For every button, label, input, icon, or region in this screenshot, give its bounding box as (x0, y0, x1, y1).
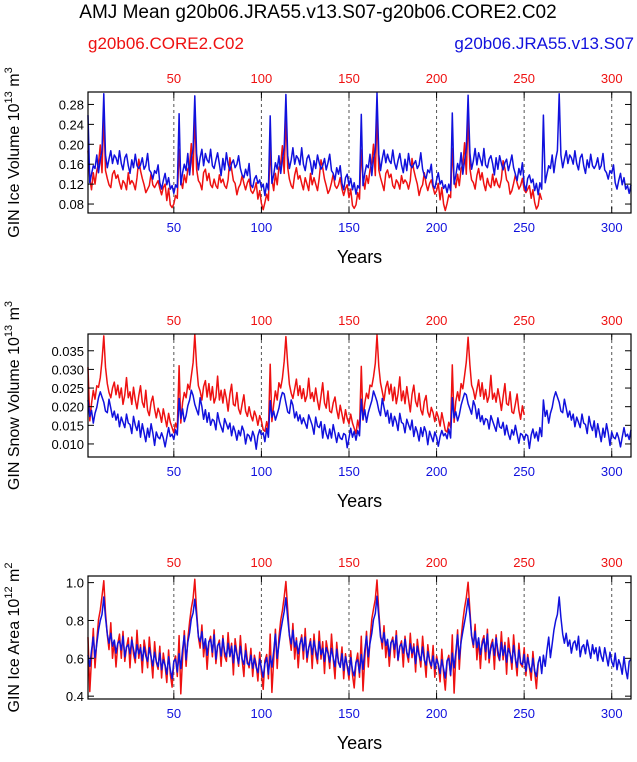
y-tick-label: 0.010 (51, 437, 84, 452)
y-tick-label: 0.4 (66, 689, 84, 704)
x-tick-label-core2: 300 (601, 313, 623, 328)
y-tick-label: 0.015 (51, 418, 84, 433)
series-jra-line (87, 92, 632, 197)
x-tick-label-jra: 100 (251, 706, 273, 721)
x-tick-label-core2: 300 (601, 71, 623, 86)
x-tick-label-jra: 50 (167, 706, 181, 721)
x-tick-label-jra: 200 (426, 220, 448, 235)
y-tick-label: 0.020 (51, 400, 84, 415)
x-tick-label-jra: 150 (338, 706, 360, 721)
series-jra-line (87, 595, 632, 680)
x-tick-label-core2: 200 (426, 555, 448, 570)
panel-ice-volume: 0.08 0.12 0.16 0.20 0.24 0.28 50 50 100 100 150 150… (3, 67, 632, 267)
series-core2-line (87, 333, 525, 435)
panel-snow-volume: 0.010 0.015 0.020 0.025 0.030 0.035 50 50 100 100… (3, 301, 632, 511)
series-core2-line (87, 112, 543, 212)
y-tick-label: 0.8 (66, 613, 84, 628)
x-tick-label-jra: 250 (513, 464, 535, 479)
y-axis-label: GIN Ice Area 1012 m2 (3, 563, 23, 713)
x-tick-label-jra: 250 (513, 220, 535, 235)
x-tick-label-core2: 250 (513, 71, 535, 86)
x-tick-label-jra: 200 (426, 706, 448, 721)
series-jra-line (87, 389, 632, 450)
x-axis-label: Years (337, 491, 382, 511)
x-tick-label-jra: 100 (251, 220, 273, 235)
panel-ice-area: 0.4 0.6 0.8 1.0 50 50 100 100 150 150 200 200 250 250… (3, 555, 632, 753)
x-tick-label-core2: 200 (426, 71, 448, 86)
y-tick-label: 0.28 (59, 97, 84, 112)
x-tick-label-core2: 300 (601, 555, 623, 570)
y-tick-label: 0.6 (66, 651, 84, 666)
x-tick-label-jra: 50 (167, 464, 181, 479)
x-tick-label-jra: 150 (338, 220, 360, 235)
y-tick-label: 0.12 (59, 177, 84, 192)
x-tick-label-jra: 100 (251, 464, 273, 479)
plot-frame (87, 91, 632, 214)
x-tick-label-jra: 250 (513, 706, 535, 721)
x-tick-label-jra: 300 (601, 220, 623, 235)
x-tick-label-jra: 200 (426, 464, 448, 479)
y-tick-label: 0.20 (59, 137, 84, 152)
x-tick-label-jra: 300 (601, 706, 623, 721)
legend-jra-label: g20b06.JRA55.v13.S07 (454, 34, 634, 53)
x-tick-label-core2: 150 (338, 313, 360, 328)
x-tick-label-core2: 250 (513, 555, 535, 570)
y-tick-label: 0.030 (51, 362, 84, 377)
x-tick-label-core2: 50 (167, 71, 181, 86)
series-core2-line (87, 578, 539, 695)
y-tick-label: 0.16 (59, 157, 84, 172)
x-tick-label-core2: 100 (251, 313, 273, 328)
y-tick-label: 0.08 (59, 197, 84, 212)
plot-frame (87, 333, 632, 458)
y-tick-label: 0.24 (59, 117, 84, 132)
y-tick-label: 1.0 (66, 576, 84, 591)
y-axis-label: GIN Ice Volume 1013 m3 (3, 67, 23, 237)
x-tick-label-core2: 150 (338, 555, 360, 570)
x-tick-label-jra: 150 (338, 464, 360, 479)
x-tick-label-core2: 50 (167, 555, 181, 570)
x-tick-label-jra: 300 (601, 464, 623, 479)
y-tick-label: 0.035 (51, 344, 84, 359)
x-tick-label-core2: 100 (251, 71, 273, 86)
chart-title: AMJ Mean g20b06.JRA55.v13.S07-g20b06.COR… (79, 2, 556, 23)
y-tick-label: 0.025 (51, 381, 84, 396)
x-tick-label-core2: 250 (513, 313, 535, 328)
plot-frame (87, 575, 632, 700)
legend-core2-label: g20b06.CORE2.C02 (88, 34, 244, 53)
x-tick-label-core2: 100 (251, 555, 273, 570)
x-tick-label-core2: 150 (338, 71, 360, 86)
x-axis-label: Years (337, 247, 382, 267)
x-tick-label-jra: 50 (167, 220, 181, 235)
x-tick-label-core2: 200 (426, 313, 448, 328)
x-tick-label-core2: 50 (167, 313, 181, 328)
x-axis-label: Years (337, 733, 382, 753)
y-axis-label: GIN Snow Volume 1013 m3 (3, 301, 23, 490)
